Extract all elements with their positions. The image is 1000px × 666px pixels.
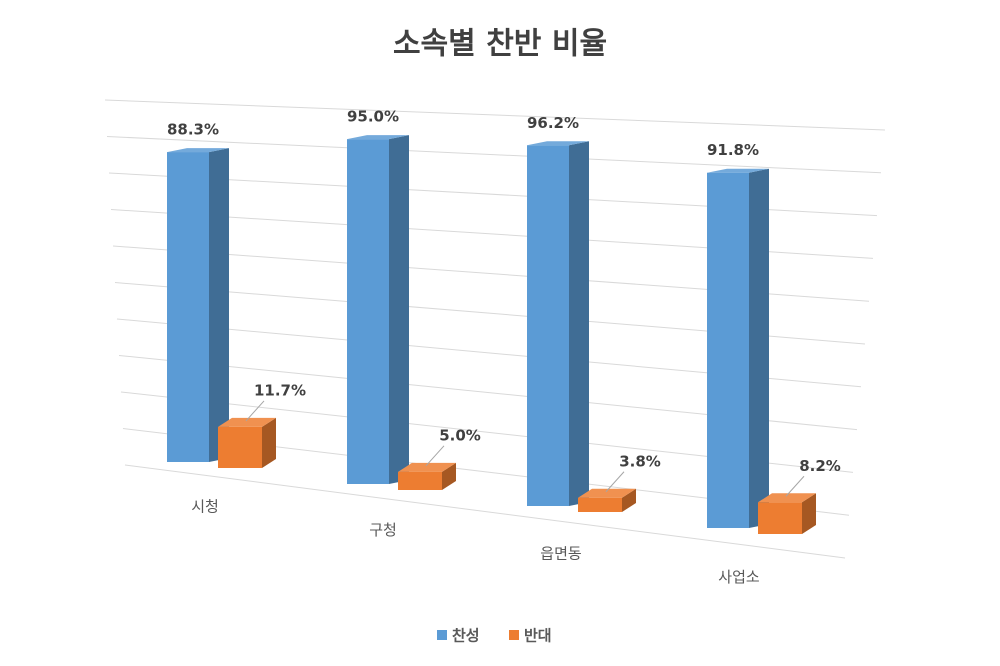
data-label: 5.0% xyxy=(439,426,481,444)
bar-side xyxy=(749,168,769,528)
grid-line xyxy=(124,464,846,559)
legend-swatch xyxy=(509,630,519,640)
bar-top xyxy=(167,148,229,153)
bar-front xyxy=(527,145,569,506)
bar-side xyxy=(389,135,409,484)
bar xyxy=(578,488,636,512)
leader-line xyxy=(785,475,805,497)
bar-front xyxy=(578,497,622,512)
data-label: 91.8% xyxy=(707,141,759,159)
bar-side xyxy=(209,148,229,462)
x-tick-label: 구청 xyxy=(369,521,397,539)
data-label: 96.2% xyxy=(527,114,579,132)
leader-line xyxy=(425,445,445,467)
bar xyxy=(218,417,276,468)
bar-side xyxy=(802,493,816,534)
x-tick-label: 읍면동 xyxy=(540,545,582,563)
bar-top xyxy=(527,141,589,146)
bar xyxy=(398,462,456,490)
bar-front xyxy=(347,139,389,484)
grid-line xyxy=(106,136,882,174)
bar xyxy=(707,168,769,528)
bar-top xyxy=(218,417,276,427)
legend-label: 반대 xyxy=(524,627,552,645)
bar xyxy=(758,493,816,534)
data-label: 88.3% xyxy=(167,121,219,139)
bar-top xyxy=(398,462,456,472)
chart-title: 소속별 찬반 비율 xyxy=(393,27,607,62)
bar-front xyxy=(398,471,442,490)
bar-front xyxy=(707,172,749,528)
data-label: 8.2% xyxy=(799,457,841,475)
x-tick-label: 시청 xyxy=(191,498,219,516)
x-tick-label: 사업소 xyxy=(718,568,760,586)
bar xyxy=(347,135,409,484)
legend-swatch xyxy=(437,630,447,640)
bar xyxy=(527,141,589,506)
data-label: 11.7% xyxy=(254,381,306,399)
bar-front xyxy=(758,502,802,534)
leader-line xyxy=(605,471,625,493)
bar-side xyxy=(262,417,276,468)
bar-front xyxy=(218,426,262,468)
bar-top xyxy=(758,493,816,503)
legend-label: 찬성 xyxy=(452,627,480,645)
bar-side xyxy=(569,141,589,506)
bar-side xyxy=(622,488,636,512)
data-label: 95.0% xyxy=(347,108,399,126)
bar xyxy=(167,148,229,462)
bar-top xyxy=(578,488,636,498)
bar-top xyxy=(707,168,769,173)
bar-front xyxy=(167,152,209,462)
bar-side xyxy=(442,462,456,490)
leader-line xyxy=(245,400,265,422)
data-label: 3.8% xyxy=(619,452,661,470)
bar-top xyxy=(347,135,409,140)
grid-line xyxy=(104,99,886,131)
